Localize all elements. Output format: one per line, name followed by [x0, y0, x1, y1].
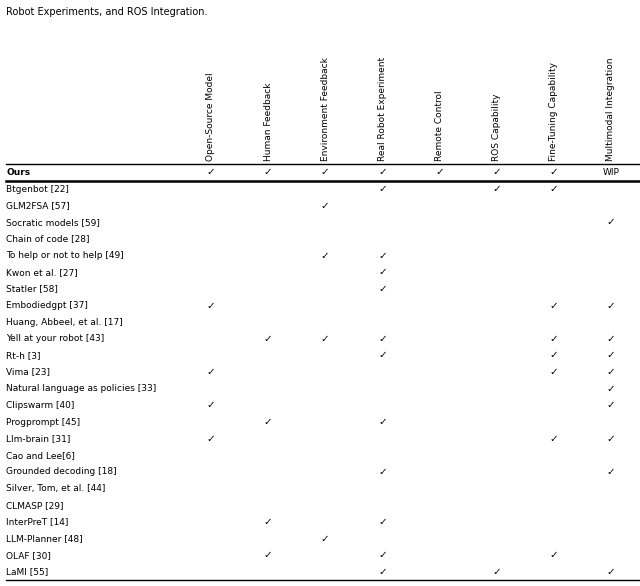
- Text: ✓: ✓: [378, 517, 387, 527]
- Text: ✓: ✓: [207, 301, 215, 311]
- Text: ✓: ✓: [607, 217, 615, 227]
- Text: WIP: WIP: [602, 168, 620, 177]
- Text: ✓: ✓: [378, 550, 387, 560]
- Text: ✓: ✓: [378, 334, 387, 344]
- Text: OLAF [30]: OLAF [30]: [6, 551, 51, 560]
- Text: ✓: ✓: [378, 184, 387, 194]
- Text: ✓: ✓: [492, 184, 501, 194]
- Text: ✓: ✓: [607, 434, 615, 444]
- Text: ✓: ✓: [378, 467, 387, 477]
- Text: ✓: ✓: [549, 367, 558, 377]
- Text: Real Robot Experiment: Real Robot Experiment: [378, 57, 387, 161]
- Text: ✓: ✓: [492, 168, 501, 178]
- Text: GLM2FSA [57]: GLM2FSA [57]: [6, 201, 70, 210]
- Text: Progprompt [45]: Progprompt [45]: [6, 418, 81, 427]
- Text: ✓: ✓: [321, 533, 330, 544]
- Text: Natural language as policies [33]: Natural language as policies [33]: [6, 384, 157, 393]
- Text: ✓: ✓: [607, 567, 615, 577]
- Text: Kwon et al. [27]: Kwon et al. [27]: [6, 268, 78, 277]
- Text: ✓: ✓: [378, 284, 387, 294]
- Text: ✓: ✓: [207, 400, 215, 410]
- Text: ✓: ✓: [321, 334, 330, 344]
- Text: Silver, Tom, et al. [44]: Silver, Tom, et al. [44]: [6, 484, 106, 493]
- Text: Environment Feedback: Environment Feedback: [321, 57, 330, 161]
- Text: Rt-h [3]: Rt-h [3]: [6, 351, 41, 360]
- Text: ✓: ✓: [264, 517, 273, 527]
- Text: Grounded decoding [18]: Grounded decoding [18]: [6, 468, 117, 476]
- Text: ✓: ✓: [607, 350, 615, 360]
- Text: ✓: ✓: [607, 367, 615, 377]
- Text: Robot Experiments, and ROS Integration.: Robot Experiments, and ROS Integration.: [6, 7, 208, 17]
- Text: Embodiedgpt [37]: Embodiedgpt [37]: [6, 301, 88, 310]
- Text: ✓: ✓: [607, 467, 615, 477]
- Text: ✓: ✓: [207, 168, 215, 178]
- Text: To help or not to help [49]: To help or not to help [49]: [6, 251, 124, 260]
- Text: ✓: ✓: [264, 334, 273, 344]
- Text: ✓: ✓: [264, 168, 273, 178]
- Text: ✓: ✓: [607, 334, 615, 344]
- Text: ✓: ✓: [607, 400, 615, 410]
- Text: Huang, Abbeel, et al. [17]: Huang, Abbeel, et al. [17]: [6, 318, 123, 326]
- Text: ✓: ✓: [378, 567, 387, 577]
- Text: LaMI [55]: LaMI [55]: [6, 567, 49, 576]
- Text: Chain of code [28]: Chain of code [28]: [6, 234, 90, 243]
- Text: Cao and Lee[6]: Cao and Lee[6]: [6, 451, 76, 460]
- Text: Fine-Tuning Capability: Fine-Tuning Capability: [549, 62, 558, 161]
- Text: InterPreT [14]: InterPreT [14]: [6, 517, 68, 526]
- Text: ✓: ✓: [435, 168, 444, 178]
- Text: ✓: ✓: [207, 434, 215, 444]
- Text: ✓: ✓: [207, 367, 215, 377]
- Text: ✓: ✓: [378, 350, 387, 360]
- Text: ✓: ✓: [549, 350, 558, 360]
- Text: ✓: ✓: [264, 550, 273, 560]
- Text: ROS Capability: ROS Capability: [492, 94, 501, 161]
- Text: ✓: ✓: [549, 334, 558, 344]
- Text: ✓: ✓: [607, 301, 615, 311]
- Text: ✓: ✓: [321, 251, 330, 261]
- Text: ✓: ✓: [549, 434, 558, 444]
- Text: Ours: Ours: [6, 168, 31, 177]
- Text: ✓: ✓: [378, 267, 387, 277]
- Text: Open-Source Model: Open-Source Model: [207, 73, 216, 161]
- Text: Vima [23]: Vima [23]: [6, 367, 51, 377]
- Text: LLM-Planner [48]: LLM-Planner [48]: [6, 534, 83, 543]
- Text: ✓: ✓: [549, 550, 558, 560]
- Text: Llm-brain [31]: Llm-brain [31]: [6, 434, 71, 443]
- Text: Statler [58]: Statler [58]: [6, 284, 58, 294]
- Text: ✓: ✓: [549, 184, 558, 194]
- Text: ✓: ✓: [378, 417, 387, 427]
- Text: ✓: ✓: [321, 200, 330, 211]
- Text: ✓: ✓: [378, 251, 387, 261]
- Text: CLMASP [29]: CLMASP [29]: [6, 501, 64, 510]
- Text: Yell at your robot [43]: Yell at your robot [43]: [6, 335, 105, 343]
- Text: Btgenbot [22]: Btgenbot [22]: [6, 185, 69, 193]
- Text: ✓: ✓: [549, 168, 558, 178]
- Text: ✓: ✓: [492, 567, 501, 577]
- Text: Remote Control: Remote Control: [435, 90, 444, 161]
- Text: ✓: ✓: [378, 168, 387, 178]
- Text: ✓: ✓: [264, 417, 273, 427]
- Text: Socratic models [59]: Socratic models [59]: [6, 218, 100, 227]
- Text: Clipswarm [40]: Clipswarm [40]: [6, 401, 75, 410]
- Text: ✓: ✓: [549, 301, 558, 311]
- Text: ✓: ✓: [321, 168, 330, 178]
- Text: ✓: ✓: [607, 384, 615, 394]
- Text: Multimodal Integration: Multimodal Integration: [606, 57, 615, 161]
- Text: Human Feedback: Human Feedback: [264, 83, 273, 161]
